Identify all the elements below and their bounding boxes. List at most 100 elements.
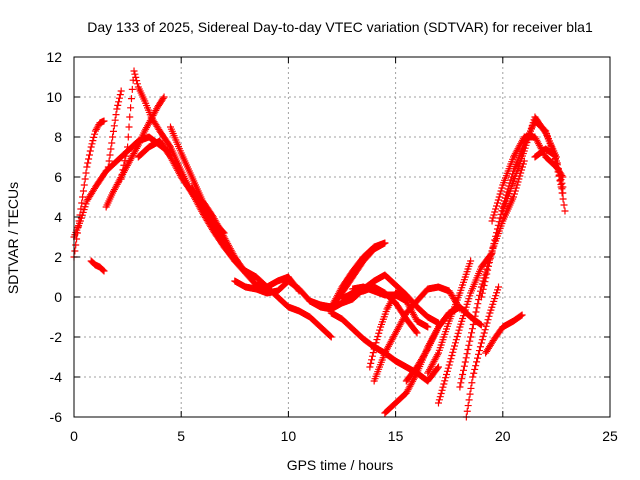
data-point bbox=[79, 187, 87, 195]
series-track-12 bbox=[327, 239, 389, 311]
data-point bbox=[518, 166, 526, 174]
data-point bbox=[484, 316, 492, 324]
series-track-27 bbox=[482, 311, 526, 357]
data-point bbox=[85, 155, 93, 163]
data-point bbox=[435, 396, 443, 404]
series-track-7 bbox=[104, 87, 125, 171]
data-point bbox=[477, 293, 485, 301]
data-point bbox=[132, 73, 140, 81]
data-point bbox=[467, 257, 475, 265]
data-point bbox=[560, 201, 568, 209]
data-point bbox=[468, 325, 476, 333]
data-point bbox=[126, 113, 134, 121]
data-point bbox=[553, 164, 561, 172]
data-point bbox=[119, 166, 127, 174]
chart-title: Day 133 of 2025, Sidereal Day-to-day VTE… bbox=[87, 19, 593, 35]
x-tick-label: 5 bbox=[177, 428, 185, 444]
data-point bbox=[373, 336, 381, 344]
data-point bbox=[447, 355, 455, 363]
data-point bbox=[485, 262, 493, 270]
data-point bbox=[82, 169, 90, 177]
data-point bbox=[466, 390, 474, 398]
data-point bbox=[374, 332, 382, 340]
data-point bbox=[125, 123, 133, 131]
data-point bbox=[110, 122, 118, 130]
y-tick-label: -4 bbox=[50, 369, 63, 385]
x-tick-label: 10 bbox=[281, 428, 297, 444]
series-track-9 bbox=[188, 183, 335, 341]
data-point bbox=[368, 356, 376, 364]
data-point bbox=[451, 339, 459, 347]
data-point bbox=[475, 347, 483, 355]
data-point bbox=[473, 358, 481, 366]
data-point bbox=[117, 87, 125, 95]
data-point bbox=[476, 320, 484, 328]
data-point bbox=[464, 402, 472, 410]
data-point bbox=[483, 319, 491, 327]
data-point bbox=[456, 383, 464, 391]
data-point bbox=[444, 364, 452, 372]
data-point bbox=[488, 247, 496, 255]
data-point bbox=[436, 393, 444, 401]
data-point bbox=[558, 185, 566, 193]
data-point bbox=[477, 339, 485, 347]
data-points bbox=[70, 67, 569, 421]
data-point bbox=[113, 105, 121, 113]
data-point bbox=[469, 321, 477, 328]
data-point bbox=[491, 236, 499, 244]
data-point bbox=[85, 151, 93, 159]
series-track-26 bbox=[499, 113, 569, 215]
data-point bbox=[449, 348, 457, 356]
data-point bbox=[128, 85, 136, 93]
data-point bbox=[476, 343, 484, 351]
data-point bbox=[160, 93, 168, 101]
data-point bbox=[369, 349, 377, 357]
data-point bbox=[471, 365, 479, 373]
x-tick-label: 0 bbox=[70, 428, 78, 444]
data-point bbox=[479, 332, 487, 340]
data-point bbox=[493, 202, 501, 210]
grid-lines bbox=[74, 57, 610, 417]
data-point bbox=[424, 323, 432, 331]
data-point bbox=[493, 199, 501, 207]
data-point bbox=[434, 399, 442, 407]
data-point bbox=[370, 345, 378, 353]
data-point bbox=[493, 229, 501, 237]
y-tick-label: 6 bbox=[54, 169, 62, 185]
data-point bbox=[487, 251, 495, 259]
data-point bbox=[485, 259, 493, 266]
data-point bbox=[127, 95, 135, 103]
data-point bbox=[368, 352, 376, 360]
data-point bbox=[123, 148, 131, 156]
data-point bbox=[495, 218, 503, 226]
data-point bbox=[464, 346, 472, 353]
data-point bbox=[98, 265, 106, 273]
data-point bbox=[451, 342, 459, 350]
data-point bbox=[473, 304, 481, 312]
data-point bbox=[118, 170, 126, 178]
data-point bbox=[326, 332, 334, 340]
data-point bbox=[71, 247, 79, 255]
data-point bbox=[518, 311, 526, 319]
data-point bbox=[88, 140, 96, 148]
data-point bbox=[484, 266, 492, 274]
data-point bbox=[91, 127, 99, 135]
y-tick-label: -2 bbox=[50, 329, 63, 345]
data-point bbox=[133, 143, 141, 151]
y-axis-title: SDTVAR / TECUs bbox=[5, 182, 21, 294]
data-point bbox=[494, 221, 502, 229]
data-point bbox=[460, 362, 468, 370]
data-point bbox=[469, 373, 477, 381]
data-point bbox=[120, 161, 128, 169]
data-point bbox=[412, 328, 420, 336]
data-point bbox=[495, 193, 503, 201]
data-point bbox=[99, 266, 107, 274]
y-tick-label: -6 bbox=[50, 409, 63, 425]
data-point bbox=[109, 133, 117, 141]
data-point bbox=[124, 133, 132, 141]
x-tick-label: 25 bbox=[602, 428, 618, 444]
data-point bbox=[115, 98, 123, 106]
y-tick-label: 2 bbox=[54, 249, 62, 265]
